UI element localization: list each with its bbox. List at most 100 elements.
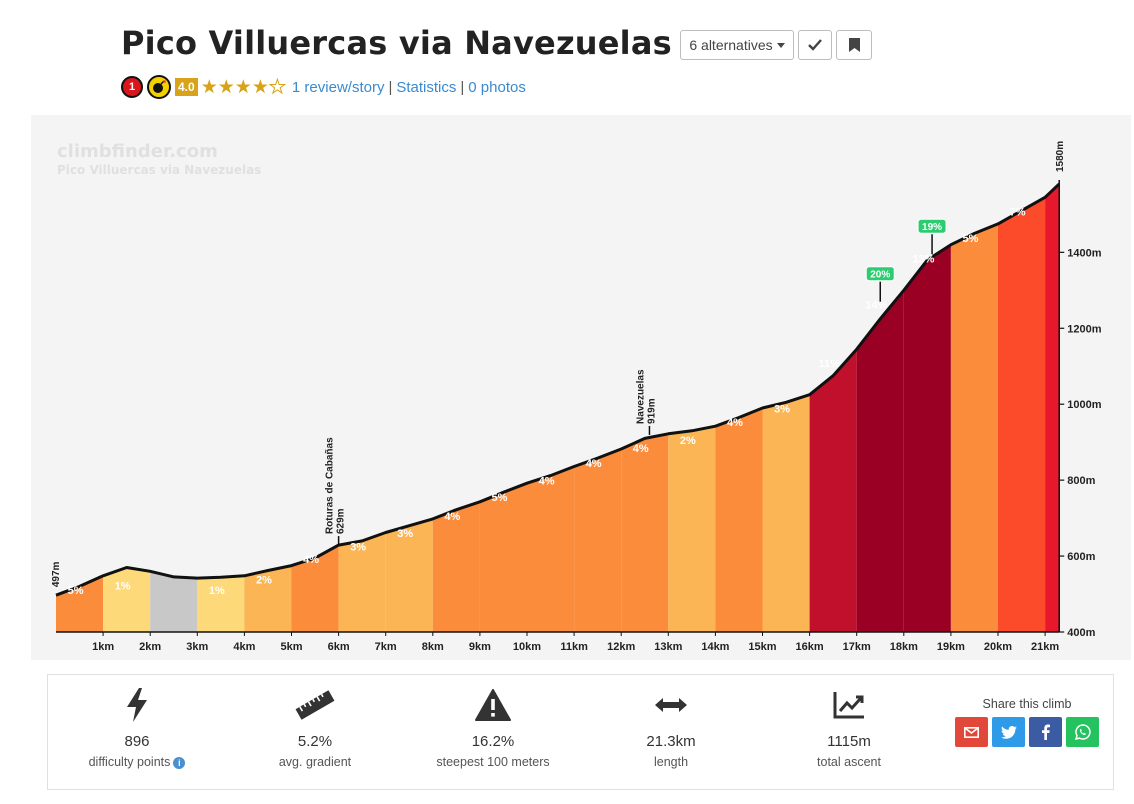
gradient-segment (809, 349, 857, 632)
max-gradient-label: 20% (870, 270, 890, 281)
max-gradient-badge (917, 218, 947, 234)
statistics-link[interactable]: Statistics (396, 78, 457, 96)
star-filled-icon: ★ (200, 76, 218, 98)
stat-total-ascent: 1115m total ascent (774, 675, 924, 791)
gradient-segment (950, 223, 998, 632)
star-filled-icon: ★ (234, 76, 252, 98)
x-tick-label: 12km (607, 641, 635, 653)
share-label: Share this climb (982, 697, 1072, 711)
gradient-segment (432, 501, 480, 632)
stat-label: difficulty points (88, 755, 171, 769)
x-tick-label: 4km (233, 641, 255, 653)
elevation-profile-panel: 5% 1% 1% 2% 4% 3% 3% 4% 5% 4% 4% 4% 2% 4% 3% 11% 14% 13% 5… (31, 115, 1131, 660)
gradient-segment (998, 197, 1046, 633)
gradient-label: 4% (586, 458, 602, 470)
gradient-segment (56, 575, 104, 632)
star-empty-icon: ★ (268, 76, 286, 98)
gradient-segment (903, 244, 951, 632)
y-tick-label: 1400m (1067, 247, 1101, 259)
top-elevation-label: 1580m (1055, 141, 1066, 172)
gradient-label: 4% (727, 417, 743, 429)
share-facebook-button[interactable] (1029, 717, 1062, 747)
ascent-chart-icon (833, 692, 864, 719)
separator: | (460, 78, 465, 96)
reviews-link[interactable]: 1 review/story (291, 78, 385, 96)
y-tick-label: 800m (1067, 475, 1095, 487)
y-tick-label: 1000m (1067, 399, 1101, 411)
gradient-segment (1045, 184, 1060, 632)
gradient-segment (668, 426, 716, 632)
y-tick-label: 600m (1067, 551, 1095, 563)
bomb-icon (147, 75, 171, 99)
gradient-label: 4% (539, 475, 555, 487)
x-tick-label: 21km (1031, 641, 1059, 653)
waypoint-name: Navezuelas (635, 369, 646, 424)
waypoint-name: Roturas de Cabañas (325, 437, 336, 534)
profile-line (55, 182, 1061, 597)
x-tick-label: 10km (513, 641, 541, 653)
x-tick-label: 18km (890, 641, 918, 653)
gradient-segment (715, 408, 763, 632)
x-tick-label: 8km (422, 641, 444, 653)
x-tick-label: 2km (139, 641, 161, 653)
gradient-segment (762, 394, 810, 632)
bookmark-button[interactable] (836, 30, 872, 60)
whatsapp-icon (1074, 724, 1091, 740)
photos-link[interactable]: 0 photos (468, 78, 526, 96)
stat-value: 5.2% (297, 733, 333, 750)
gradient-label: 5% (68, 585, 84, 597)
star-filled-icon: ★ (217, 76, 235, 98)
x-tick-label: 13km (654, 641, 682, 653)
waypoint-elevation: 919m (646, 398, 657, 424)
facebook-icon (1042, 724, 1050, 740)
gradient-label: 4% (303, 554, 319, 566)
share-twitter-button[interactable] (992, 717, 1025, 747)
gradient-segment (291, 545, 339, 632)
warning-icon (475, 689, 511, 721)
gradient-segment (150, 571, 198, 632)
gradient-label: 5% (962, 233, 978, 245)
y-tick-label: 1200m (1067, 323, 1101, 335)
stat-value: 896 (124, 733, 150, 750)
stat-value: 16.2% (471, 733, 515, 750)
gradient-label: 1% (209, 585, 225, 597)
twitter-icon (1000, 725, 1017, 739)
rating-stars: ★ ★ ★ ★ ★ (200, 76, 287, 98)
stat-label: length (653, 755, 689, 769)
waypoint-elevation: 629m (336, 508, 347, 534)
gradient-segment (103, 567, 151, 632)
category-badge: 1 (121, 76, 143, 98)
alternatives-dropdown[interactable]: 6 alternatives (680, 30, 794, 60)
gradient-segment (244, 565, 292, 632)
stat-label: steepest 100 meters (436, 755, 550, 769)
share-section: Share this climb (952, 697, 1102, 747)
max-gradient-badge (865, 266, 895, 282)
gradient-label: 3% (774, 404, 790, 416)
stat-steepest: 16.2% steepest 100 meters (418, 675, 568, 791)
stat-avg-gradient: 5.2% avg. gradient (240, 675, 390, 791)
waypoint-label: Roturas de Cabañas629m (325, 437, 347, 534)
gradient-label: 14% (865, 299, 887, 311)
gradient-segment (527, 466, 575, 632)
gradient-label: 5% (491, 492, 507, 504)
share-whatsapp-button[interactable] (1066, 717, 1099, 747)
gradient-segment (197, 575, 245, 632)
caret-down-icon (776, 42, 785, 48)
gradient-label: 2% (680, 435, 696, 447)
stat-label: avg. gradient (278, 755, 352, 769)
gradient-segment (621, 433, 669, 632)
gradient-label: 4% (444, 511, 460, 523)
gradient-label: 3% (350, 542, 366, 554)
gradient-label: 13% (912, 254, 934, 266)
gradient-segment (574, 449, 622, 632)
bookmark-icon (848, 38, 860, 52)
star-filled-icon: ★ (251, 76, 269, 98)
lightning-icon (127, 688, 147, 722)
stat-value: 21.3km (646, 733, 696, 750)
elevation-profile-chart: 5% 1% 1% 2% 4% 3% 3% 4% 5% 4% 4% 4% 2% 4% 3% 11% 14% 13% 5… (51, 141, 1102, 653)
share-email-button[interactable] (955, 717, 988, 747)
info-icon[interactable]: i (173, 757, 186, 769)
watermark: climbfinder.com (57, 141, 218, 162)
x-tick-label: 17km (843, 641, 871, 653)
mark-climbed-button[interactable] (798, 30, 832, 60)
